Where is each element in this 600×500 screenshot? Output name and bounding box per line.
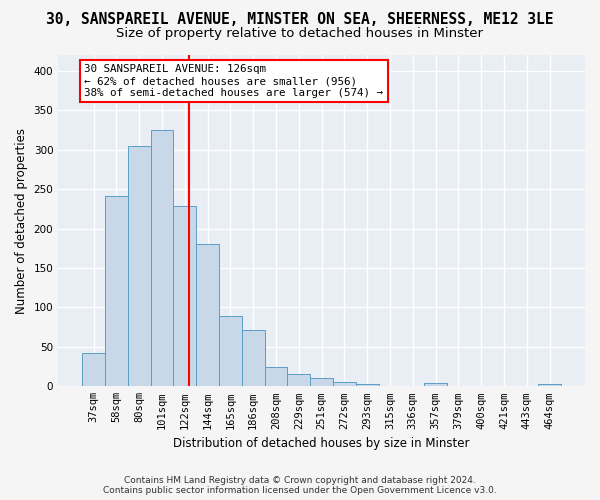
Text: 30 SANSPAREIL AVENUE: 126sqm
← 62% of detached houses are smaller (956)
38% of s: 30 SANSPAREIL AVENUE: 126sqm ← 62% of de… <box>85 64 383 98</box>
Bar <box>310 378 333 386</box>
Bar <box>356 384 379 386</box>
Bar <box>196 244 219 386</box>
X-axis label: Distribution of detached houses by size in Minster: Distribution of detached houses by size … <box>173 437 470 450</box>
Bar <box>128 146 151 386</box>
Text: 30, SANSPAREIL AVENUE, MINSTER ON SEA, SHEERNESS, ME12 3LE: 30, SANSPAREIL AVENUE, MINSTER ON SEA, S… <box>46 12 554 28</box>
Text: Contains HM Land Registry data © Crown copyright and database right 2024.
Contai: Contains HM Land Registry data © Crown c… <box>103 476 497 495</box>
Bar <box>173 206 196 386</box>
Bar <box>151 130 173 386</box>
Bar <box>265 366 287 386</box>
Bar <box>538 384 561 386</box>
Bar <box>287 374 310 386</box>
Bar <box>333 382 356 386</box>
Bar <box>82 353 105 386</box>
Bar <box>242 330 265 386</box>
Y-axis label: Number of detached properties: Number of detached properties <box>15 128 28 314</box>
Bar <box>105 196 128 386</box>
Bar <box>219 316 242 386</box>
Text: Size of property relative to detached houses in Minster: Size of property relative to detached ho… <box>116 28 484 40</box>
Bar <box>424 383 447 386</box>
